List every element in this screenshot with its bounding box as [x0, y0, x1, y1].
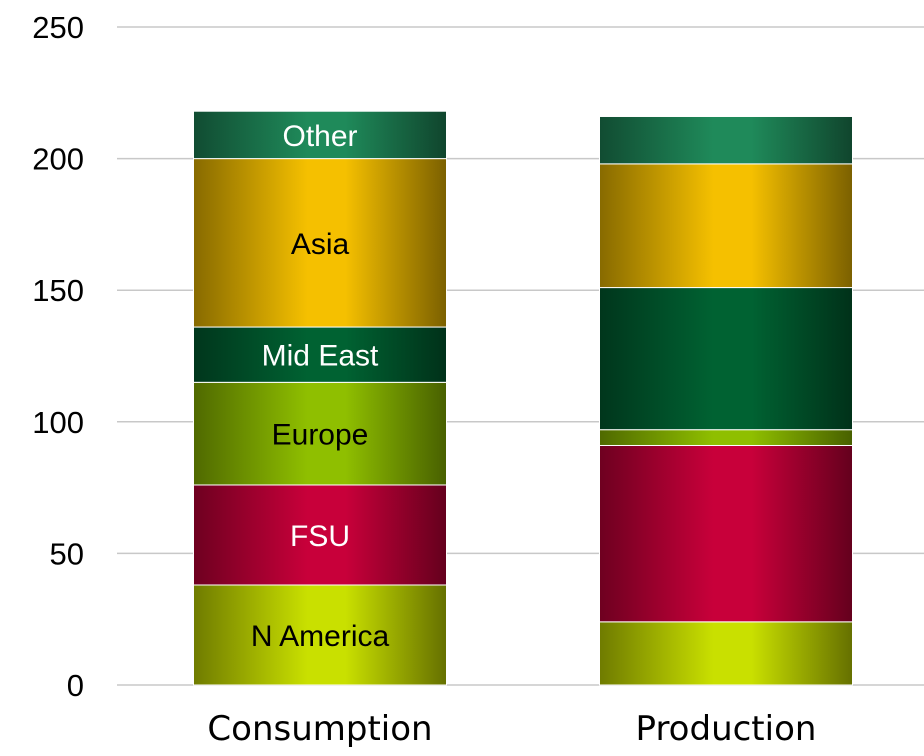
- bar-segment: [599, 429, 853, 446]
- segment-label: Other: [282, 120, 357, 153]
- y-tick-label: 250: [32, 10, 84, 45]
- y-tick-label: 150: [32, 273, 84, 308]
- bars: N America FSU Europe Mid East Asia Other: [193, 110, 853, 686]
- bar-segment: [599, 287, 853, 431]
- bar-segment: [599, 115, 853, 165]
- bar-segment: [193, 484, 447, 586]
- y-axis-ticks: 0 50 100 150 200 250: [32, 10, 84, 703]
- bar-segment: [193, 158, 447, 328]
- y-tick-label: 50: [50, 536, 84, 571]
- segment-label: Mid East: [262, 340, 379, 373]
- segment-label: FSU: [290, 520, 350, 553]
- x-category-label: Consumption: [207, 709, 432, 749]
- bar-segment: [193, 381, 447, 486]
- x-category-label: Production: [636, 709, 817, 749]
- segment-label: Europe: [272, 419, 369, 452]
- y-tick-label: 200: [32, 142, 84, 177]
- segment-label: Asia: [291, 228, 350, 261]
- bar-segment: [599, 163, 853, 289]
- bar-segment: [193, 110, 447, 160]
- bar-segment: [193, 584, 447, 686]
- bar-segment: [599, 621, 853, 686]
- y-tick-label: 100: [32, 405, 84, 440]
- x-axis-ticks: Consumption Production: [207, 709, 816, 749]
- y-tick-label: 0: [67, 668, 84, 703]
- segment-label: N America: [251, 620, 390, 653]
- bar-segment: [599, 444, 853, 623]
